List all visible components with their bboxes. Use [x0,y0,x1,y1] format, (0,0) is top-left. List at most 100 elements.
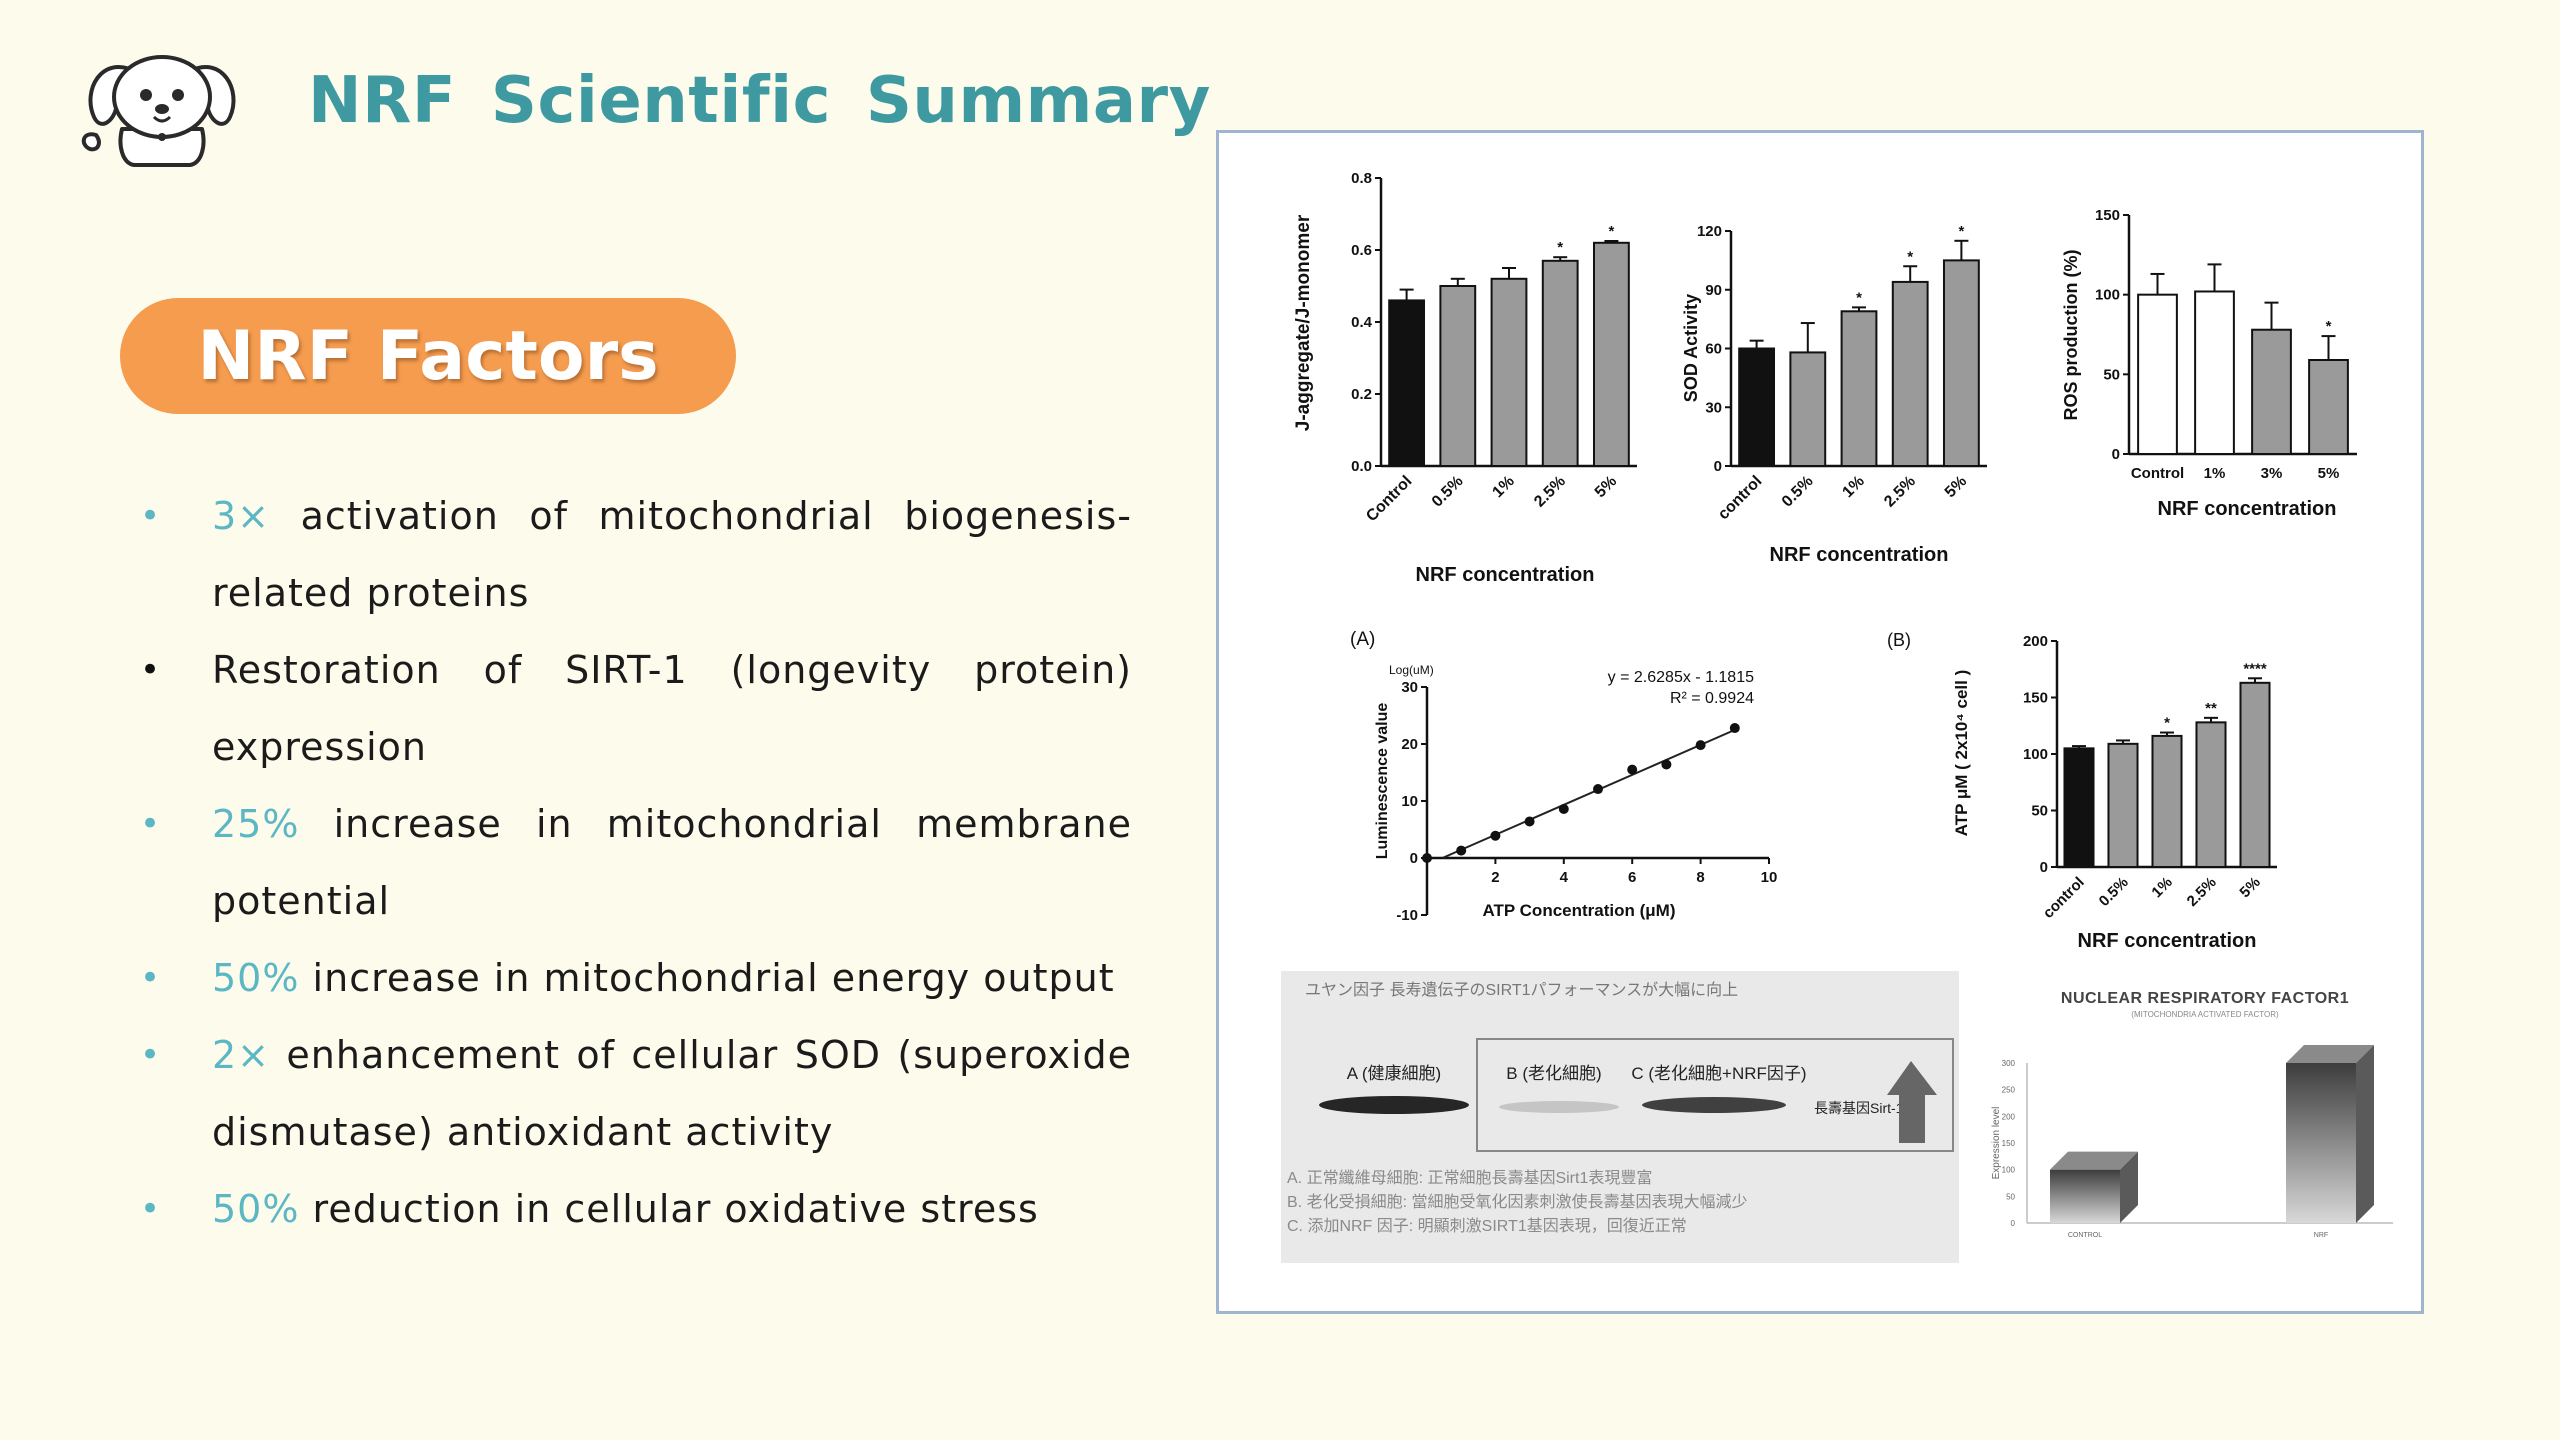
chart-0: 0.0 0.2 0.4 0.6 0.8 Control 0.5% 1% * 2.5% * 5% NRF … [1293,170,1637,586]
x-tick-label: NRF [2314,1232,2328,1239]
chart-4: 0 50 100 150 200 control 0.5% * 1% ** 2.5% **** 5% NR… [1887,630,2277,952]
bar [2239,681,2271,868]
page-title: NRF Scientific Summary [308,64,1211,138]
bullet-dot: • [140,1035,162,1075]
x-tick-label: 1% [1489,473,1517,501]
y-tick-label: 60 [1705,341,1722,358]
lane-b-label: B (老化細胞) [1506,1064,1601,1083]
x-tick-label: 5% [1592,473,1620,501]
bullet-item-6: • 50% reduction in cellular oxidative str… [132,1171,1132,1248]
y-tick-label: 20 [1401,736,1418,753]
bar [2308,358,2349,455]
blot-box [1476,1038,1954,1152]
y-axis-label: SOD Activity [1681,294,1701,402]
y-tick-label: 150 [2002,1139,2016,1148]
bullet-dot: • [140,496,162,536]
chart-subtitle: (MITOCHONDRIA ACTIVATED FACTOR) [2131,1010,2279,1019]
y-tick-label: 30 [1401,679,1418,696]
y-unit-label: Log(uM) [1389,663,1434,677]
bar [2194,290,2235,455]
bar [1592,241,1630,467]
x-axis-label: NRF concentration [2078,930,2257,952]
data-point [1456,845,1467,856]
y-tick-label: 0.8 [1351,170,1372,187]
x-tick-label: 2.5% [1531,473,1569,511]
significance-mark: * [2326,318,2332,335]
y-tick-label: 150 [2023,690,2048,707]
bar [1789,351,1827,468]
up-arrow-icon [1887,1061,1937,1143]
bar [1738,347,1776,467]
y-tick-label: 0.6 [1351,242,1372,259]
x-tick-label: 6 [1628,869,1636,886]
bar [1490,277,1528,467]
bar [2286,1063,2356,1223]
significance-mark: * [1907,248,1913,265]
y-tick-label: 0 [2112,446,2120,463]
bar [2151,734,2183,868]
y-tick-label: 0 [2040,859,2048,876]
y-tick-label: 300 [2002,1059,2016,1068]
y-tick-label: 50 [2006,1192,2015,1201]
bar [2251,328,2292,455]
bullet-item-2: • Restoration of SIRT-1 (longevity protei… [132,632,1132,786]
bullet-item-3: • 25% increase in mitochondrial membrane … [132,786,1132,940]
chart-3: -10 0 10 20 30 2 4 6 8 10 y = 2.6285x - 1.1815 R² =… [1350,629,1777,924]
x-axis-label: NRF concentration [2158,498,2337,520]
x-tick-label: 5% [1942,473,1970,501]
x-tick-label: Control [1363,473,1415,525]
x-tick-label: control [2040,874,2088,922]
data-point [1490,830,1501,841]
bar-side [2120,1151,2138,1223]
x-tick-label: 1% [2204,465,2226,482]
x-axis-label: NRF concentration [1770,544,1949,566]
y-tick-label: 0 [1410,850,1418,867]
blot-note: B. 老化受損細胞: 當細胞受氧化因素刺激使長壽基因表現大幅減少 [1287,1193,1747,1211]
significance-mark: * [1608,223,1614,240]
significance-mark: * [1557,239,1563,256]
r-squared: R² = 0.9924 [1670,690,1754,707]
chart-1: 0 30 60 90 120 control 0.5% * 1% * 2.5% * 5% NRF conc… [1681,223,1987,566]
y-axis-label: J-aggregate/J-monomer [1293,214,1314,431]
bar [1541,259,1579,467]
bullet-item-4: • 50% increase in mitochondrial energy ou… [132,940,1132,1017]
data-point [1695,740,1706,751]
figure-canvas: 0.0 0.2 0.4 0.6 0.8 Control 0.5% 1% * 2.5% * 5% NRF … [1281,170,2393,1263]
y-tick-label: 0.2 [1351,386,1372,403]
y-tick-label: 120 [1697,223,1722,240]
research-figure: 0.0 0.2 0.4 0.6 0.8 Control 0.5% 1% * 2.5% * 5% NRF … [1216,130,2424,1314]
chart-title: NUCLEAR RESPIRATORY FACTOR1 [2061,990,2349,1007]
y-axis-label: ATP μM ( 2x10⁴ cell ) [1952,670,1971,837]
bar [1439,285,1477,467]
blot-note: C. 添加NRF 因子: 明顯刺激SIRT1基因表現，回復近正常 [1287,1217,1687,1235]
band-a [1319,1096,1469,1114]
x-tick-label: control [1715,473,1765,523]
bar-top [2050,1151,2138,1170]
x-tick-label: 1% [2148,874,2175,901]
x-tick-label: 2.5% [2184,874,2220,910]
section-label: NRF Factors [197,316,659,396]
x-tick-label: CONTROL [2068,1232,2102,1239]
bullet-list: • 3× activation of mitochondrial biogenes… [132,478,1132,1248]
bar [1942,259,1980,467]
bar [1840,310,1878,467]
bar-top [2286,1045,2374,1063]
band-b [1499,1101,1619,1113]
trend-line [1441,728,1736,859]
x-tick-label: 8 [1696,869,1704,886]
y-tick-label: 0.0 [1351,458,1372,475]
x-tick-label: 0.5% [1779,473,1817,511]
blot-background [1281,971,1959,1263]
x-tick-label: 5% [2236,874,2263,901]
section-pill: NRF Factors [120,298,736,414]
panel-label: (A) [1350,629,1375,650]
bullet-item-5: • 2× enhancement of cellular SOD (superox… [132,1017,1132,1171]
significance-mark: * [1958,223,1964,240]
chart-2: 0 50 100 150 Control 1% 3% * 5% NRF concentration… [2061,207,2357,520]
data-point [1661,759,1672,770]
bullet-dot: • [140,1189,162,1229]
y-tick-label: 0 [2011,1219,2016,1228]
regression-equation: y = 2.6285x - 1.1815 [1608,669,1754,686]
blot-caption: ユヤン因子 長寿遺伝子のSIRT1パフォーマンスが大幅に向上 [1305,981,1738,999]
bullet-dot: • [140,804,162,844]
